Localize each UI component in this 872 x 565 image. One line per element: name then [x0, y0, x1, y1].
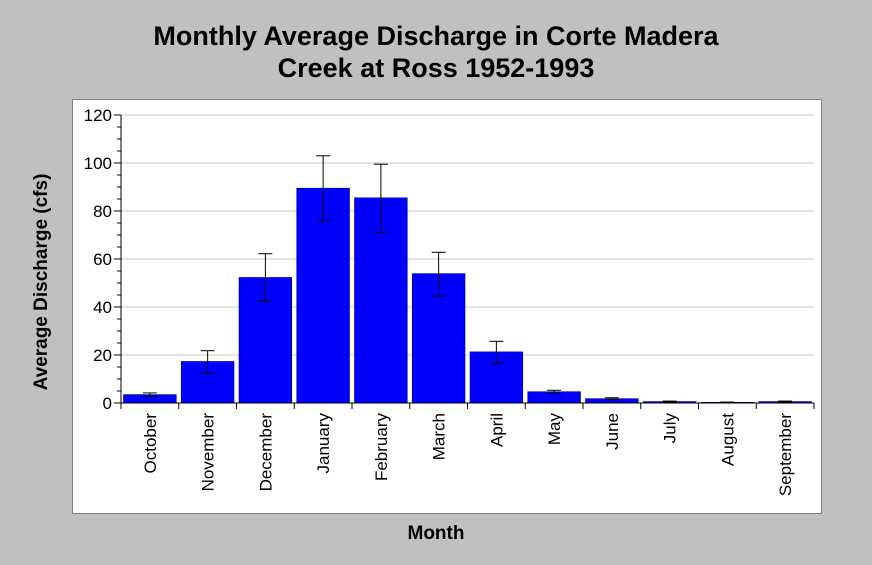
y-tick-label: 40	[93, 298, 112, 317]
y-axis-title: Average Discharge (cfs)	[31, 173, 52, 391]
x-tick-label: December	[256, 413, 275, 492]
y-tick-label: 20	[93, 346, 112, 365]
x-tick-label: November	[199, 413, 218, 492]
chart-title-line-1: Monthly Average Discharge in Corte Mader…	[153, 21, 719, 51]
x-tick-label: July	[661, 413, 680, 444]
x-tick-label: June	[603, 413, 622, 450]
chart-title-line-2: Creek at Ross 1952-1993	[277, 53, 595, 83]
x-tick-label: August	[718, 413, 737, 466]
x-tick-label: April	[487, 413, 506, 447]
y-tick-label: 80	[93, 202, 112, 221]
y-tick-label: 0	[103, 394, 112, 413]
y-tick-label: 60	[93, 250, 112, 269]
x-tick-label: January	[314, 413, 333, 474]
x-tick-label: March	[430, 413, 449, 460]
x-tick-label: October	[141, 413, 160, 474]
y-tick-label: 100	[84, 154, 112, 173]
chart-title: Monthly Average Discharge in Corte Mader…	[0, 20, 872, 84]
x-tick-label: September	[776, 413, 795, 496]
x-tick-label: May	[545, 413, 564, 446]
x-tick-label: February	[372, 413, 391, 482]
y-tick-label: 120	[84, 106, 112, 125]
x-axis-title: Month	[407, 523, 465, 544]
